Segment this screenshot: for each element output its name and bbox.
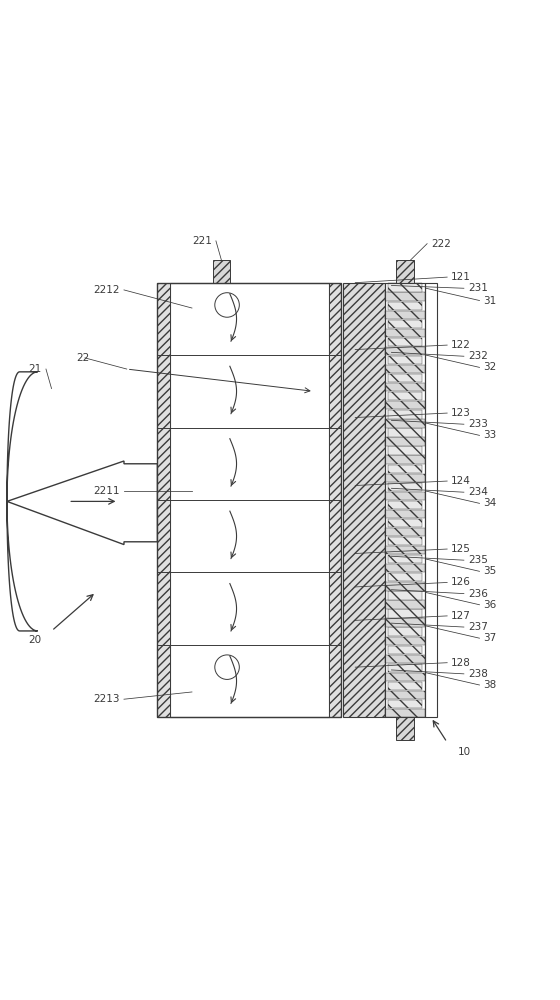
Text: 127: 127 bbox=[451, 611, 471, 621]
Text: 2213: 2213 bbox=[94, 694, 120, 704]
Text: 221: 221 bbox=[192, 236, 212, 246]
Text: 236: 236 bbox=[468, 589, 488, 599]
Bar bbox=[329, 283, 341, 717]
Bar bbox=[388, 627, 422, 636]
Text: 231: 231 bbox=[468, 283, 488, 293]
Text: 123: 123 bbox=[451, 408, 471, 418]
Bar bbox=[385, 582, 425, 591]
Bar bbox=[388, 338, 422, 346]
Bar bbox=[385, 510, 425, 518]
Bar bbox=[385, 347, 425, 355]
Text: 34: 34 bbox=[483, 498, 497, 508]
Bar bbox=[385, 691, 425, 699]
Text: 121: 121 bbox=[451, 272, 471, 282]
Bar bbox=[388, 356, 422, 364]
Text: 38: 38 bbox=[483, 680, 497, 690]
Text: 21: 21 bbox=[28, 364, 41, 374]
Bar bbox=[385, 637, 425, 645]
Bar bbox=[385, 546, 425, 554]
Text: 32: 32 bbox=[483, 362, 497, 372]
Bar bbox=[388, 664, 422, 672]
Bar bbox=[388, 609, 422, 618]
Text: 124: 124 bbox=[451, 476, 471, 486]
Text: 22: 22 bbox=[77, 353, 90, 363]
Bar bbox=[388, 465, 422, 473]
Bar bbox=[388, 646, 422, 654]
Bar bbox=[213, 260, 230, 283]
Bar bbox=[388, 501, 422, 509]
Bar bbox=[170, 283, 329, 717]
Bar bbox=[385, 618, 425, 627]
Bar bbox=[388, 700, 422, 708]
Bar bbox=[385, 474, 425, 482]
Text: 238: 238 bbox=[468, 669, 488, 679]
Bar bbox=[388, 320, 422, 328]
Bar bbox=[388, 283, 422, 292]
Bar bbox=[157, 283, 341, 717]
Bar bbox=[385, 283, 425, 717]
Text: 235: 235 bbox=[468, 555, 488, 565]
Bar bbox=[385, 292, 425, 301]
Bar bbox=[385, 383, 425, 391]
Text: 35: 35 bbox=[483, 566, 497, 576]
Bar bbox=[388, 555, 422, 563]
Bar bbox=[385, 492, 425, 500]
Text: 233: 233 bbox=[468, 419, 488, 429]
Text: 222: 222 bbox=[431, 239, 451, 249]
Bar bbox=[385, 437, 425, 446]
Bar bbox=[425, 283, 437, 717]
Polygon shape bbox=[7, 372, 157, 631]
Bar bbox=[385, 401, 425, 409]
Bar bbox=[385, 329, 425, 337]
Bar bbox=[385, 655, 425, 663]
Bar bbox=[385, 419, 425, 428]
Text: 10: 10 bbox=[458, 747, 472, 757]
Bar bbox=[388, 374, 422, 382]
Text: 2212: 2212 bbox=[94, 285, 120, 295]
Text: 37: 37 bbox=[483, 633, 497, 643]
Bar bbox=[385, 311, 425, 319]
Text: 128: 128 bbox=[451, 658, 471, 668]
Bar bbox=[385, 600, 425, 609]
Bar bbox=[388, 392, 422, 400]
Bar bbox=[388, 519, 422, 527]
Text: 125: 125 bbox=[451, 544, 471, 554]
Text: 20: 20 bbox=[28, 635, 41, 645]
Bar bbox=[388, 591, 422, 600]
Text: 33: 33 bbox=[483, 430, 497, 440]
Bar bbox=[385, 673, 425, 681]
Bar bbox=[396, 260, 414, 283]
Bar bbox=[385, 564, 425, 572]
Text: 126: 126 bbox=[451, 577, 471, 587]
Bar bbox=[343, 283, 385, 717]
Text: 237: 237 bbox=[468, 622, 488, 632]
Bar bbox=[396, 717, 414, 740]
Bar bbox=[157, 283, 170, 717]
Bar bbox=[388, 573, 422, 581]
Bar bbox=[388, 483, 422, 491]
Bar bbox=[385, 365, 425, 373]
Text: 234: 234 bbox=[468, 487, 488, 497]
Bar bbox=[388, 537, 422, 545]
Text: 2211: 2211 bbox=[94, 486, 120, 496]
Bar bbox=[388, 410, 422, 419]
Bar bbox=[388, 682, 422, 690]
Text: 31: 31 bbox=[483, 296, 497, 306]
Bar bbox=[388, 302, 422, 310]
Bar bbox=[388, 446, 422, 455]
Text: 122: 122 bbox=[451, 340, 471, 350]
Bar bbox=[385, 709, 425, 717]
Bar bbox=[385, 455, 425, 464]
Text: 36: 36 bbox=[483, 600, 497, 610]
Text: 232: 232 bbox=[468, 351, 488, 361]
Bar bbox=[385, 528, 425, 536]
Bar bbox=[388, 428, 422, 437]
